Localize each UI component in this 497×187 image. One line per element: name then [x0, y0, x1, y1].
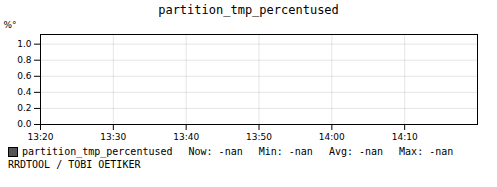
svg-text:0.2: 0.2 — [17, 103, 31, 113]
svg-text:13:20: 13:20 — [28, 132, 54, 142]
html-text:Now: -nan: Now: -nan — [188, 146, 243, 157]
svg-text:0.4: 0.4 — [17, 87, 32, 97]
html-text:RRDTOOL / TOBI OETIKER: RRDTOOL / TOBI OETIKER — [8, 159, 141, 170]
html-text:Max: -nan: Max: -nan — [399, 146, 454, 157]
svg-text:%°: %° — [4, 20, 17, 30]
svg-text:14:10: 14:10 — [392, 132, 418, 142]
svg-text:13:50: 13:50 — [246, 132, 272, 142]
svg-text:0.6: 0.6 — [17, 71, 32, 81]
html-text:Min: -nan: Min: -nan — [258, 146, 313, 157]
svg-text:0.0: 0.0 — [17, 119, 32, 129]
svg-text:1.0: 1.0 — [17, 39, 32, 49]
html-text:Avg: -nan: Avg: -nan — [328, 146, 384, 157]
svg-text:13:40: 13:40 — [173, 132, 199, 142]
svg-text:13:30: 13:30 — [100, 132, 126, 142]
html-text:partition_tmp_percentused: partition_tmp_percentused — [22, 146, 173, 157]
svg-text:14:00: 14:00 — [319, 132, 345, 142]
svg-text:0.8: 0.8 — [17, 55, 32, 65]
html-text:partition_tmp_percentused: partition_tmp_percentused — [158, 3, 339, 17]
